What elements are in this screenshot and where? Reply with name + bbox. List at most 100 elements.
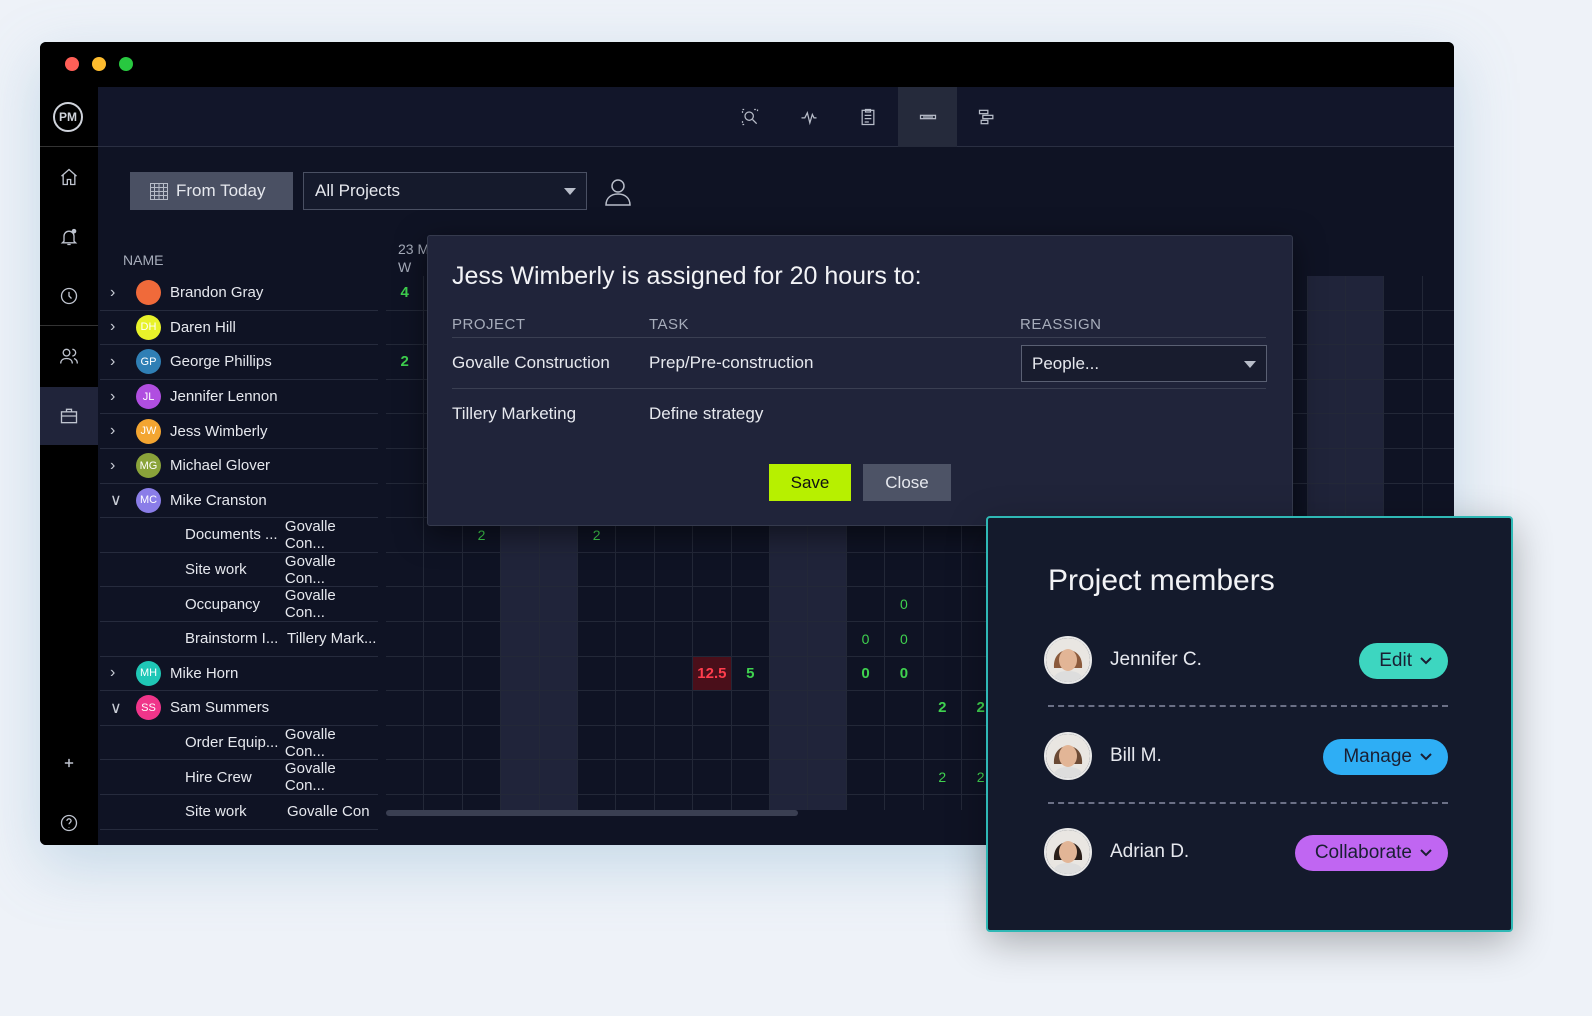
hours-cell[interactable] — [885, 760, 924, 795]
hours-cell[interactable] — [386, 518, 425, 553]
hours-cell[interactable] — [424, 691, 463, 726]
hours-cell[interactable] — [501, 795, 540, 810]
chevron-down-icon[interactable]: ∨ — [110, 492, 122, 510]
hours-cell[interactable] — [847, 795, 886, 810]
hours-cell[interactable] — [1384, 414, 1423, 449]
hours-cell[interactable] — [654, 691, 694, 726]
hours-cell[interactable] — [731, 518, 770, 553]
hours-cell[interactable] — [808, 587, 847, 622]
hours-cell[interactable] — [386, 310, 425, 346]
hours-cell[interactable] — [1422, 380, 1454, 415]
hours-cell[interactable] — [846, 518, 886, 553]
hours-cell[interactable] — [1307, 310, 1346, 346]
hours-cell[interactable] — [923, 518, 962, 553]
hours-cell[interactable] — [424, 795, 463, 810]
hours-cell[interactable] — [808, 552, 847, 588]
hours-cell[interactable] — [539, 795, 578, 810]
hours-cell[interactable] — [386, 379, 425, 415]
hours-cell[interactable]: 0 — [846, 622, 886, 657]
hours-cell[interactable] — [1307, 483, 1346, 519]
hours-cell[interactable] — [616, 656, 655, 692]
from-today-button[interactable]: From Today — [130, 172, 293, 210]
hours-cell[interactable] — [462, 656, 502, 692]
hours-cell[interactable] — [885, 552, 924, 588]
hours-cell[interactable] — [578, 552, 617, 588]
hours-cell[interactable] — [808, 622, 847, 657]
hours-cell[interactable] — [1346, 310, 1385, 346]
hours-cell[interactable] — [1346, 414, 1385, 449]
hours-cell[interactable]: 0 — [885, 622, 924, 657]
hours-cell[interactable] — [770, 760, 809, 795]
hours-cell[interactable] — [731, 622, 770, 657]
hours-cell[interactable] — [386, 483, 425, 519]
hours-cell[interactable] — [770, 725, 809, 761]
hours-cell[interactable] — [1346, 276, 1385, 311]
hours-cell[interactable]: 5 — [731, 656, 770, 692]
hours-cell[interactable]: 0 — [885, 587, 924, 622]
person-row[interactable]: › MH Mike Horn — [100, 657, 378, 692]
hours-cell[interactable] — [539, 622, 578, 657]
hours-cell[interactable] — [1307, 414, 1346, 449]
hours-cell[interactable] — [539, 725, 578, 761]
hours-cell[interactable] — [501, 691, 540, 726]
hours-cell[interactable] — [616, 795, 655, 810]
hours-cell[interactable] — [539, 760, 578, 795]
hours-cell[interactable] — [923, 552, 962, 588]
chevron-right-icon[interactable]: › — [110, 456, 116, 474]
hours-cell[interactable] — [539, 656, 578, 692]
hours-cell[interactable] — [808, 725, 847, 761]
hours-cell[interactable] — [462, 725, 502, 761]
user-icon[interactable] — [602, 175, 634, 207]
hours-cell[interactable] — [386, 691, 425, 726]
task-row[interactable]: Occupancy Govalle Con... — [100, 587, 378, 622]
hours-cell[interactable] — [923, 587, 962, 622]
hours-cell[interactable] — [386, 656, 425, 692]
hours-cell[interactable] — [731, 760, 770, 795]
hours-cell[interactable] — [501, 656, 540, 692]
hours-cell[interactable] — [578, 587, 617, 622]
hours-cell[interactable] — [770, 587, 809, 622]
hours-cell[interactable] — [654, 725, 694, 761]
hours-cell[interactable] — [539, 691, 578, 726]
hours-cell[interactable]: 2 — [923, 691, 962, 726]
person-row[interactable]: › JW Jess Wimberly — [100, 414, 378, 449]
hours-cell[interactable] — [808, 691, 847, 726]
hours-cell[interactable] — [808, 795, 847, 810]
hours-cell[interactable] — [578, 795, 617, 810]
hours-cell[interactable] — [923, 656, 962, 692]
hours-cell[interactable]: 12.5 — [693, 656, 732, 692]
hours-cell[interactable] — [616, 552, 655, 588]
hours-cell[interactable] — [424, 552, 463, 588]
hours-cell[interactable] — [846, 552, 886, 588]
hours-cell[interactable] — [923, 622, 962, 657]
hours-cell[interactable] — [616, 760, 655, 795]
hours-cell[interactable] — [693, 725, 732, 761]
hours-cell[interactable] — [693, 795, 732, 810]
hours-cell[interactable] — [1307, 345, 1346, 380]
hours-cell[interactable] — [1307, 276, 1346, 311]
hours-cell[interactable] — [1422, 449, 1454, 484]
chevron-down-icon[interactable]: ∨ — [110, 699, 122, 717]
clipboard-icon[interactable] — [838, 87, 897, 147]
task-row[interactable]: Hire Crew Govalle Con... — [100, 760, 378, 795]
home-icon[interactable] — [40, 157, 98, 197]
chevron-right-icon[interactable]: › — [110, 352, 116, 370]
hours-cell[interactable] — [424, 725, 463, 761]
hours-cell[interactable] — [386, 587, 425, 622]
hours-cell[interactable] — [1307, 379, 1346, 415]
hours-cell[interactable] — [1422, 414, 1454, 449]
person-row[interactable]: › JL Jennifer Lennon — [100, 380, 378, 415]
hours-cell[interactable] — [616, 587, 655, 622]
hours-cell[interactable]: 2 — [923, 760, 962, 795]
hours-cell[interactable] — [424, 518, 463, 553]
hours-cell[interactable] — [462, 691, 502, 726]
hours-cell[interactable] — [616, 691, 655, 726]
task-row[interactable]: Brainstorm I... Tillery Mark... — [100, 622, 378, 657]
hours-cell[interactable] — [501, 622, 540, 657]
role-dropdown[interactable]: Edit — [1359, 643, 1448, 679]
hours-cell[interactable] — [808, 656, 847, 692]
maximize-window-button[interactable] — [119, 57, 133, 71]
hours-cell[interactable] — [885, 691, 924, 726]
hours-cell[interactable] — [1384, 449, 1423, 484]
hours-cell[interactable] — [1422, 484, 1454, 519]
